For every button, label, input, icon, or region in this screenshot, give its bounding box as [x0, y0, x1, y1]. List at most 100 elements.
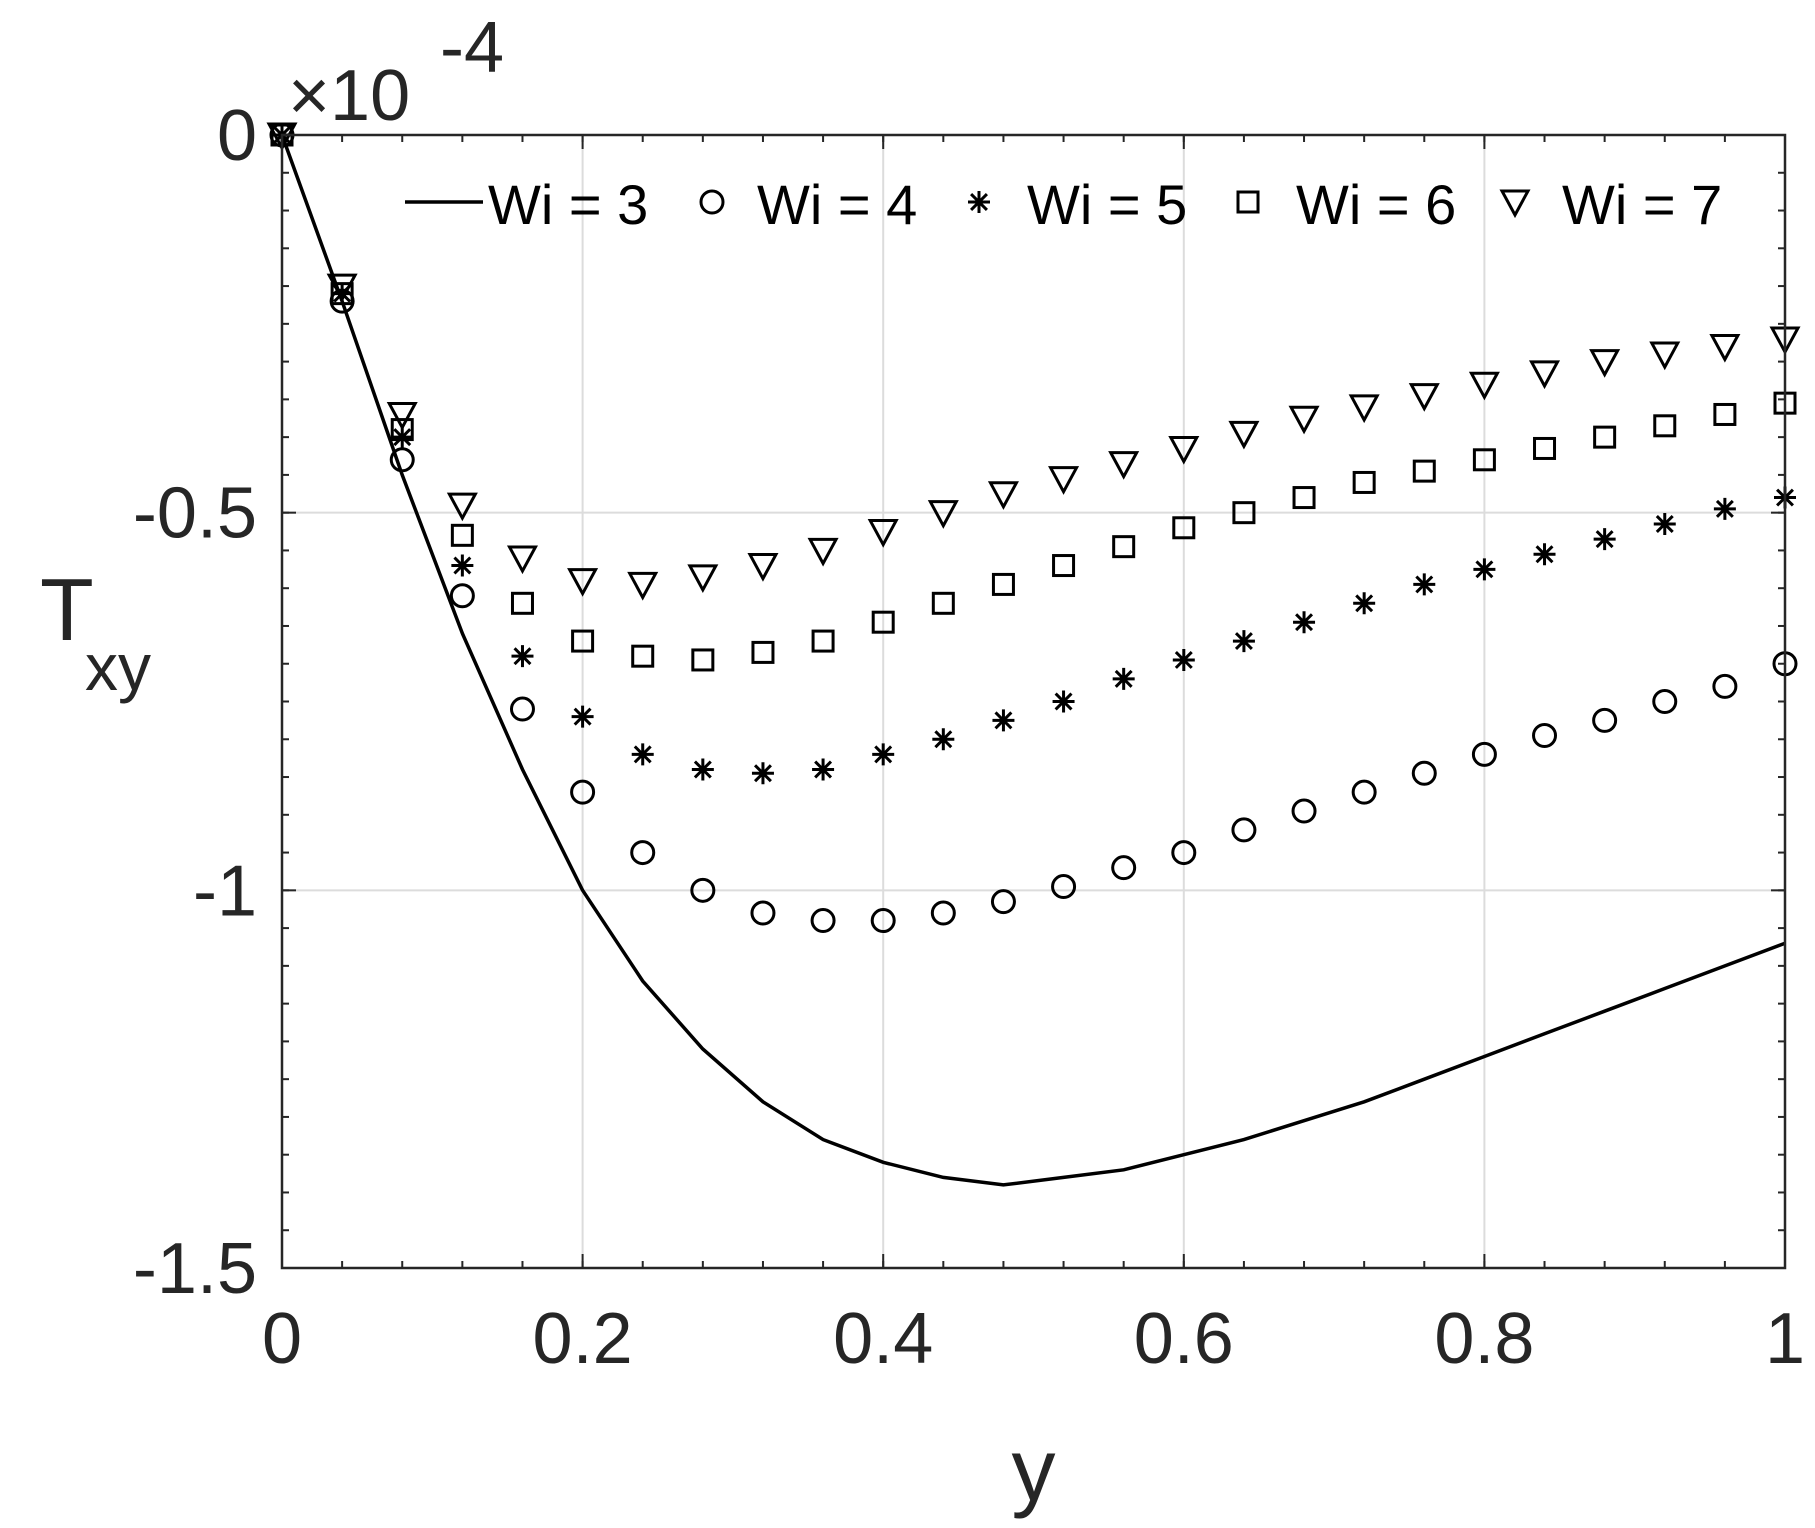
data-point	[931, 591, 955, 615]
data-point	[1112, 667, 1135, 690]
ticks	[281, 134, 1786, 1269]
data-point	[1653, 414, 1677, 438]
x-tick-label: 0.8	[1434, 1299, 1534, 1379]
data-point	[691, 648, 715, 672]
y-tick-label: -1.5	[133, 1229, 257, 1309]
data-point	[390, 418, 414, 442]
data-point	[1532, 722, 1558, 748]
legend-marker	[699, 189, 725, 215]
data-point	[1649, 341, 1681, 371]
data-point	[747, 553, 779, 582]
data-point	[450, 523, 474, 547]
data-point	[1529, 360, 1561, 390]
x-axis-label: y	[1012, 1420, 1056, 1519]
legend: Wi = 3 Wi = 4 Wi = 5 Wi = 6 Wi = 7	[405, 173, 1722, 236]
data-point	[1291, 798, 1317, 824]
y-tick-label: -1	[193, 851, 257, 931]
data-point	[687, 564, 719, 594]
data-point	[807, 537, 839, 567]
x-tick-label: 1	[1765, 1299, 1805, 1379]
data-point	[990, 889, 1016, 915]
data-point	[446, 492, 478, 522]
legend-entry: Wi = 6	[1236, 173, 1456, 236]
y-tick-label: 0	[217, 96, 257, 176]
data-point	[1471, 741, 1497, 767]
series-wi-7	[266, 122, 1801, 601]
y-axis-label-subscript: xy	[85, 630, 151, 704]
data-point	[1232, 501, 1256, 525]
data-point	[751, 762, 774, 785]
labels: 0 0.2 0.4 0.6 0.8 1 0 -0.5 -1 -1.5 y Txy ×10 -4	[40, 8, 1805, 1519]
data-point	[331, 282, 354, 305]
data-point	[1352, 470, 1376, 494]
data-point	[867, 519, 899, 548]
data-point	[451, 554, 474, 577]
data-point	[330, 282, 354, 306]
grid	[282, 135, 1785, 1268]
data-point	[631, 644, 655, 668]
data-point	[1468, 371, 1500, 401]
data-point	[690, 877, 716, 903]
axes-frame	[280, 133, 1787, 1270]
data-point	[567, 568, 599, 597]
data-point	[1292, 486, 1316, 510]
data-point	[570, 779, 596, 805]
x-tick-label: 0.2	[533, 1299, 633, 1379]
data-point	[930, 900, 956, 926]
data-point	[510, 591, 534, 615]
data-point	[1712, 673, 1738, 699]
legend-marker	[968, 191, 990, 213]
data-point	[932, 728, 955, 751]
data-point	[1653, 512, 1676, 535]
x-tick-label: 0.4	[833, 1299, 933, 1379]
legend-label: Wi = 5	[1027, 173, 1187, 236]
legend-entry: Wi = 3	[405, 173, 648, 236]
x-tick-label: 0.6	[1134, 1299, 1234, 1379]
data-point	[927, 500, 959, 529]
x-tick-label: 0	[262, 1299, 302, 1379]
data-point	[1112, 535, 1136, 559]
data-point	[992, 709, 1015, 732]
data-point	[812, 758, 835, 781]
data-point	[1709, 333, 1741, 363]
data-point	[1408, 383, 1440, 412]
data-point	[449, 583, 475, 609]
data-point	[1593, 528, 1616, 551]
data-point	[872, 743, 895, 766]
data-point	[987, 481, 1019, 510]
data-point	[509, 696, 535, 722]
data-point	[810, 908, 836, 934]
legend-entry: Wi = 5	[968, 173, 1187, 236]
data-point	[389, 447, 415, 473]
data-point	[627, 571, 659, 601]
data-point	[1172, 648, 1195, 671]
legend-marker	[1236, 190, 1260, 214]
data-point	[811, 629, 835, 653]
data-point	[991, 572, 1015, 596]
data-point	[1652, 689, 1678, 714]
data-point	[506, 545, 538, 575]
legend-entry: Wi = 4	[699, 173, 917, 236]
data-point	[571, 705, 594, 728]
data-point	[871, 610, 895, 634]
legend-label: Wi = 7	[1562, 173, 1722, 236]
data-point	[1592, 707, 1618, 733]
legend-marker	[1499, 189, 1531, 219]
data-point	[1411, 760, 1437, 786]
data-point	[1533, 543, 1556, 566]
data-point	[751, 640, 775, 664]
series-wi-6	[270, 123, 1797, 672]
axis-exponent-power: -4	[440, 8, 504, 88]
legend-label: Wi = 3	[488, 173, 648, 236]
data-point	[1473, 558, 1496, 581]
data-point	[1472, 448, 1496, 472]
data-point	[630, 840, 656, 866]
data-point	[1288, 405, 1320, 435]
data-point	[1231, 817, 1257, 843]
data-point	[326, 273, 358, 303]
y-axis-label: T	[40, 560, 94, 659]
data-point	[511, 645, 534, 668]
data-point	[1589, 349, 1621, 378]
series-wi-4	[269, 122, 1798, 934]
